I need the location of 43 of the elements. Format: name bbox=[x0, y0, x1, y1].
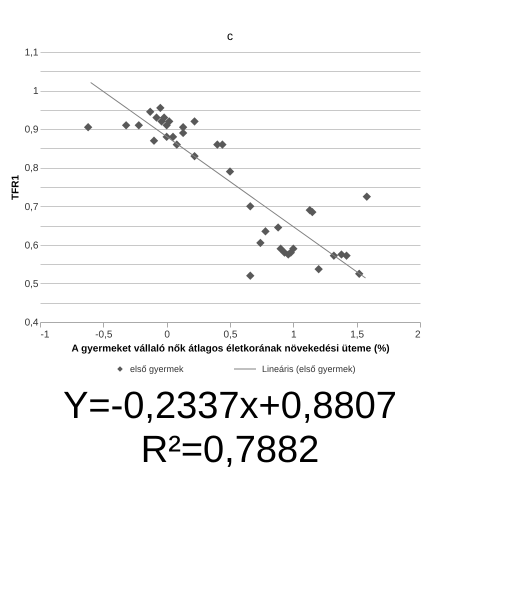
y-tick-label: 0,4 bbox=[24, 318, 39, 328]
point bbox=[152, 113, 161, 122]
point bbox=[122, 121, 130, 130]
y-tick-label: 1 bbox=[32, 86, 39, 98]
point bbox=[156, 104, 165, 112]
point bbox=[246, 202, 254, 210]
x-tick-label: -0,5 bbox=[95, 330, 113, 340]
x-tick-label: 0 bbox=[164, 330, 170, 340]
legend-label: első gyermek bbox=[130, 364, 184, 374]
y-tick-label: 0,7 bbox=[24, 202, 39, 213]
y-tick-label: 0,8 bbox=[24, 163, 39, 174]
y-tick-label: 1,1 bbox=[24, 48, 39, 58]
x-tick-label: -1 bbox=[40, 330, 50, 340]
y-tick-label: 0,9 bbox=[24, 124, 39, 136]
point bbox=[274, 223, 282, 232]
x-tick-label: 1,5 bbox=[350, 330, 365, 340]
point bbox=[134, 121, 143, 130]
legend-label: Lineáris (első gyermek) bbox=[262, 364, 356, 374]
point bbox=[190, 117, 199, 126]
point bbox=[165, 117, 174, 126]
point bbox=[261, 227, 270, 236]
point bbox=[146, 108, 154, 116]
point bbox=[289, 244, 298, 253]
point bbox=[342, 251, 351, 260]
point bbox=[256, 238, 265, 248]
text: R²=0,7882 bbox=[140, 429, 320, 471]
x-axis-title: A gyermeket vállaló nők átlagos életkorának növekedési üteme (%) bbox=[71, 344, 390, 354]
point bbox=[226, 167, 234, 176]
y-tick-label: 0,5 bbox=[24, 278, 39, 290]
x-tick-label: 2 bbox=[414, 330, 421, 340]
y-tick-label: 0,6 bbox=[24, 240, 39, 252]
point bbox=[168, 132, 178, 142]
point bbox=[362, 192, 371, 201]
x-tick-label: 1 bbox=[291, 330, 298, 340]
point bbox=[314, 264, 323, 274]
point bbox=[246, 272, 254, 280]
point bbox=[84, 123, 92, 132]
point bbox=[160, 113, 168, 122]
text: Y=-0,2337x+0,8807 bbox=[63, 385, 397, 427]
chart-title: c bbox=[227, 29, 233, 43]
point bbox=[150, 136, 158, 145]
y-axis-title: TFR1 bbox=[10, 174, 22, 200]
x-tick-label: 0,5 bbox=[224, 330, 238, 340]
